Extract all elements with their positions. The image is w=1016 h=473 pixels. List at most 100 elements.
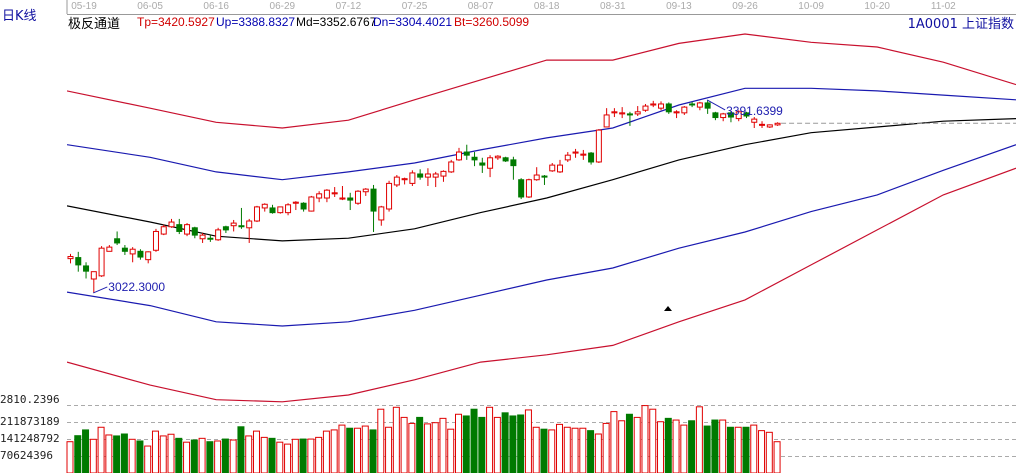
volume-bar-up [338, 424, 346, 473]
candle-up [199, 234, 206, 240]
volume-bar-up [493, 416, 501, 473]
volume-bar-up [400, 416, 408, 473]
price-axis-label: 2810.2396 [0, 393, 60, 406]
candle-up [393, 176, 400, 186]
candle-up [98, 247, 105, 277]
volume-bar-up [524, 409, 532, 473]
band-line-upper [67, 87, 1016, 181]
date-tick-label: 11-02 [930, 1, 956, 12]
candle-up [564, 154, 571, 161]
volume-axis-label: 70624396 [0, 449, 53, 462]
candle-up [152, 230, 159, 251]
candle-up [603, 114, 610, 128]
volume-bar-up [641, 405, 649, 473]
volume-bar-up [548, 429, 556, 473]
volume-bar-up [385, 426, 393, 473]
volume-bar-up [330, 429, 338, 473]
period-label[interactable]: 日K线 [2, 9, 37, 24]
indicator-name[interactable]: 极反通道 [68, 17, 121, 32]
volume-bar-down [501, 412, 509, 473]
volume-bar-down [470, 408, 478, 473]
volume-bar-up [252, 430, 260, 473]
volume-bar-up [719, 419, 727, 473]
volume-bar-up [486, 406, 494, 473]
candle-up [331, 192, 338, 195]
candle-down [588, 152, 595, 163]
candle-up [595, 129, 602, 163]
candle-up [285, 204, 292, 214]
volume-bar-up [439, 417, 447, 473]
volume-bar-down [688, 420, 696, 473]
candle-up [67, 256, 74, 260]
volume-bar-up [353, 427, 361, 473]
volume-axis-label: 141248792 [0, 432, 60, 445]
candle-up [440, 170, 447, 177]
candle-up [456, 151, 462, 161]
symbol-label: 1A0001 上证指数 [907, 17, 1014, 32]
candle-down [347, 197, 354, 201]
volume-bar-up [758, 430, 766, 473]
candle-up [261, 203, 268, 209]
volume-bar-up [556, 423, 564, 473]
date-tick-label: 09-13 [666, 1, 692, 12]
volume-bar-down [268, 437, 276, 473]
candle-up [378, 206, 385, 221]
volume-bar-down [587, 430, 595, 473]
candle-up [549, 164, 556, 172]
volume-bar-down [237, 426, 245, 473]
indicator-value: Dn=3304.4021 [373, 15, 453, 29]
candle-up [339, 197, 346, 200]
candle-down [75, 257, 82, 266]
candle-up [696, 102, 703, 108]
volume-bar-up [532, 426, 540, 473]
candle-up [751, 118, 758, 123]
volume-bar-down [540, 428, 548, 473]
candle-up [494, 155, 501, 159]
candle-up [650, 103, 657, 106]
volume-bar-up [291, 438, 299, 473]
candle-up [354, 190, 361, 204]
indicator-value: Up=3388.8327 [216, 15, 296, 29]
volume-bar-down [416, 416, 424, 473]
volume-bar-up [455, 413, 462, 473]
date-tick-label: 07-12 [335, 1, 362, 12]
candle-up [642, 105, 649, 111]
candle-up [246, 220, 253, 229]
candle-up [487, 157, 494, 169]
date-tick-label: 10-20 [864, 1, 890, 12]
candle-up [681, 106, 688, 114]
volume-bar-up [633, 416, 641, 473]
candle-down [704, 102, 711, 109]
high-leader-line [706, 99, 726, 111]
candle-down [471, 156, 478, 161]
volume-bar-up [734, 426, 742, 473]
candle-down [502, 157, 509, 162]
date-tick-label: 06-29 [269, 1, 296, 12]
volume-bar-up [307, 438, 315, 473]
candle-up [759, 123, 766, 126]
volume-axis-label: 211873189 [0, 415, 60, 428]
date-tick-label: 08-07 [467, 1, 494, 12]
candle-up [308, 196, 315, 212]
volume-bar-up [672, 419, 680, 473]
candle-down [238, 225, 245, 228]
candle-down [712, 112, 719, 119]
volume-bar-down [74, 435, 82, 473]
volume-bar-up [594, 433, 602, 473]
candle-up [129, 248, 136, 255]
volume-bar-down [206, 441, 214, 473]
volume-bar-down [221, 438, 229, 473]
volume-bar-down [517, 414, 525, 473]
candle-up [432, 173, 439, 178]
candle-up [292, 201, 299, 204]
date-tick-label: 06-05 [137, 1, 163, 12]
date-tick-label: 05-19 [71, 1, 97, 12]
candle-up [409, 172, 416, 184]
low-price-label: 3022.3000 [108, 280, 165, 294]
volume-bar-down [190, 439, 198, 473]
candle-up [168, 221, 175, 228]
volume-bar-up [284, 443, 292, 473]
volume-bar-down [711, 419, 719, 473]
candle-down [176, 224, 183, 232]
